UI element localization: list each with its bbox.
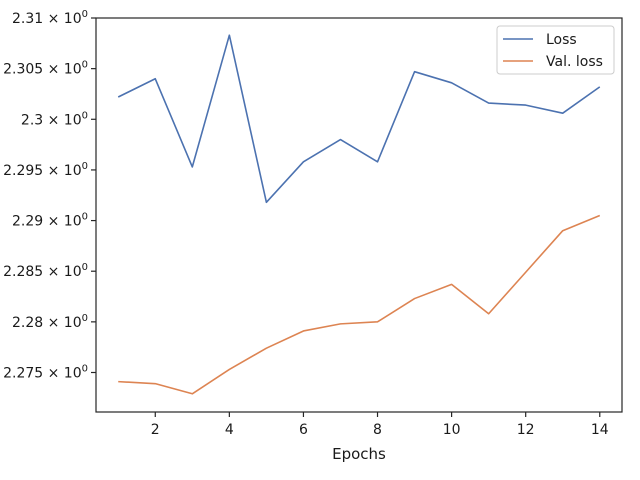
legend-box	[496, 25, 615, 75]
x-tick-label: 10	[443, 422, 461, 438]
y-tick-label: 2.3 × 100	[21, 110, 88, 128]
x-tick-label: 14	[591, 422, 609, 438]
y-tick-label: 2.275 × 100	[3, 363, 88, 381]
x-tick-label: 2	[151, 422, 160, 438]
y-tick-label: 2.295 × 100	[3, 161, 88, 179]
x-axis-label: Epochs	[332, 445, 386, 463]
y-tick-label: 2.305 × 100	[3, 60, 88, 78]
plot-frame	[95, 17, 623, 413]
x-tick-label: 8	[373, 422, 382, 438]
y-axis: 2.275 × 100 2.28 × 100 2.285 × 100 2.29 × 1…	[3, 9, 96, 381]
x-tick-label: 12	[517, 422, 535, 438]
y-tick-label: 2.285 × 100	[3, 262, 88, 280]
y-tick-label: 2.31 × 100	[12, 9, 88, 27]
x-tick-label: 6	[299, 422, 308, 438]
y-tick-label: 2.29 × 100	[12, 212, 88, 230]
series-line-val-loss	[118, 214, 601, 395]
series-line-loss	[117, 34, 601, 204]
y-tick-label: 2.28 × 100	[12, 313, 88, 331]
x-tick-label: 4	[225, 422, 234, 438]
x-axis: 2 4 6 8 10 12 14	[151, 412, 609, 438]
legend-label: Val. loss	[546, 54, 603, 70]
legend: Loss Val. loss	[496, 25, 615, 75]
legend-label: Loss	[546, 32, 577, 48]
series-layer	[117, 34, 601, 395]
